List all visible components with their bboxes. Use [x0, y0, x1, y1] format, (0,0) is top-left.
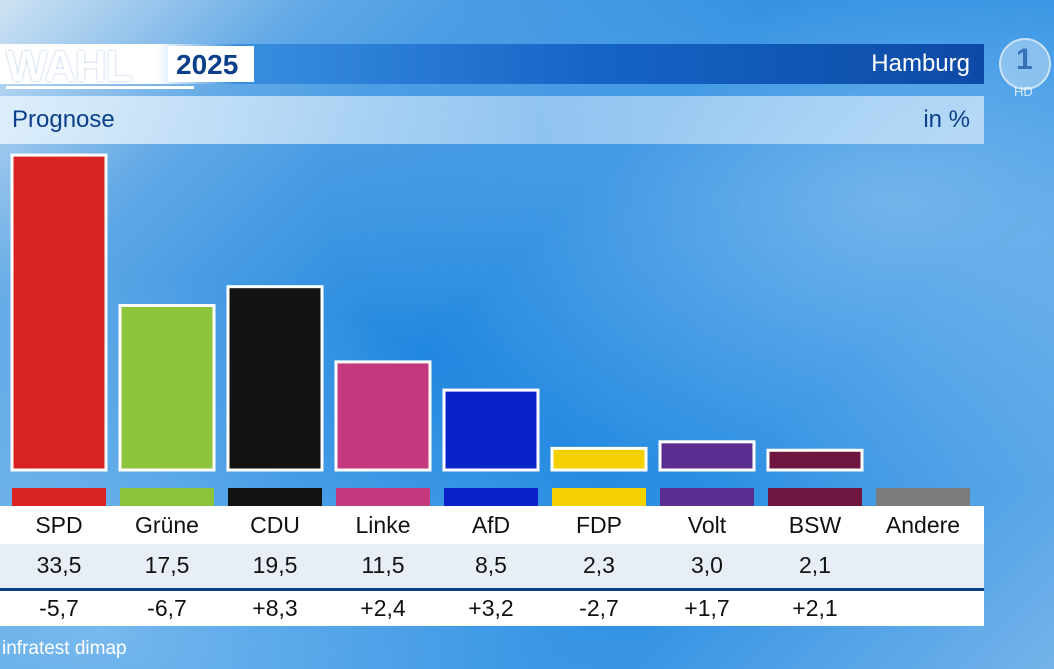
- party-label-volt: Volt: [687, 512, 727, 538]
- bar-bsw: [766, 448, 864, 472]
- change-row: [0, 591, 984, 626]
- source-label: infratest dimap: [2, 638, 127, 659]
- value-label-grne: 17,5: [144, 552, 190, 578]
- party-label-cdu: CDU: [250, 512, 300, 538]
- change-label-volt: +1,7: [684, 595, 730, 621]
- election-year: 2025: [176, 49, 239, 80]
- change-label-spd: -5,7: [39, 595, 79, 621]
- value-label-bsw: 2,1: [799, 552, 831, 578]
- bar-volt: [658, 440, 756, 472]
- change-label-fdp: -2,7: [579, 595, 619, 621]
- change-label-cdu: +8,3: [252, 595, 298, 621]
- chart-subtitle: Prognose: [12, 106, 115, 133]
- change-label-linke: +2,4: [360, 595, 406, 621]
- color-strip-volt: [660, 488, 754, 506]
- value-label-cdu: 19,5: [252, 552, 298, 578]
- party-label-spd: SPD: [35, 512, 83, 538]
- bar-fdp: [550, 446, 648, 472]
- party-label-afd: AfD: [471, 512, 511, 538]
- change-label-afd: +3,2: [468, 595, 514, 621]
- value-label-afd: 8,5: [475, 552, 507, 578]
- year-box: [168, 46, 254, 82]
- party-label-fdp: FDP: [576, 512, 622, 538]
- party-label-grne: Grüne: [135, 512, 199, 538]
- channel-logo-icon: [999, 38, 1051, 90]
- brand-underline: [6, 86, 194, 89]
- channel-logo-number: 1: [1016, 43, 1033, 76]
- party-name-row: [0, 506, 984, 544]
- color-strip-andere: [876, 488, 970, 506]
- row-separator: [0, 588, 984, 591]
- change-label-bsw: +2,1: [792, 595, 838, 621]
- party-label-bsw: BSW: [788, 512, 842, 538]
- bar-cdu: [226, 285, 324, 472]
- bar-spd: [10, 153, 108, 472]
- value-row: [0, 544, 984, 588]
- color-strip-spd: [12, 488, 106, 506]
- unit-label: in %: [923, 106, 970, 133]
- value-label-volt: 3,0: [691, 552, 723, 578]
- brand-title: WAHL: [6, 42, 133, 91]
- hd-badge: HD: [1014, 84, 1033, 99]
- change-label-grne: -6,7: [147, 595, 187, 621]
- region-label: Hamburg: [871, 50, 970, 77]
- color-strip-afd: [444, 488, 538, 506]
- value-label-fdp: 2,3: [583, 552, 615, 578]
- bar-grne: [118, 304, 216, 472]
- color-strip-grne: [120, 488, 214, 506]
- color-strip-bsw: [768, 488, 862, 506]
- color-strip-linke: [336, 488, 430, 506]
- results-table: SPD 33,5 -5,7 Grüne 17,5 -6,7 CDU 19,5 +8,3 Linke…: [0, 506, 984, 626]
- color-strip-fdp: [552, 488, 646, 506]
- value-label-spd: 33,5: [36, 552, 82, 578]
- party-label-linke: Linke: [355, 512, 411, 538]
- value-label-linke: 11,5: [361, 552, 405, 578]
- party-label-andere: Andere: [885, 512, 961, 538]
- title-bar: [0, 44, 984, 84]
- bar-linke: [334, 360, 432, 472]
- color-strip-cdu: [228, 488, 322, 506]
- subtitle-bar: [0, 96, 984, 144]
- bar-afd: [442, 388, 540, 472]
